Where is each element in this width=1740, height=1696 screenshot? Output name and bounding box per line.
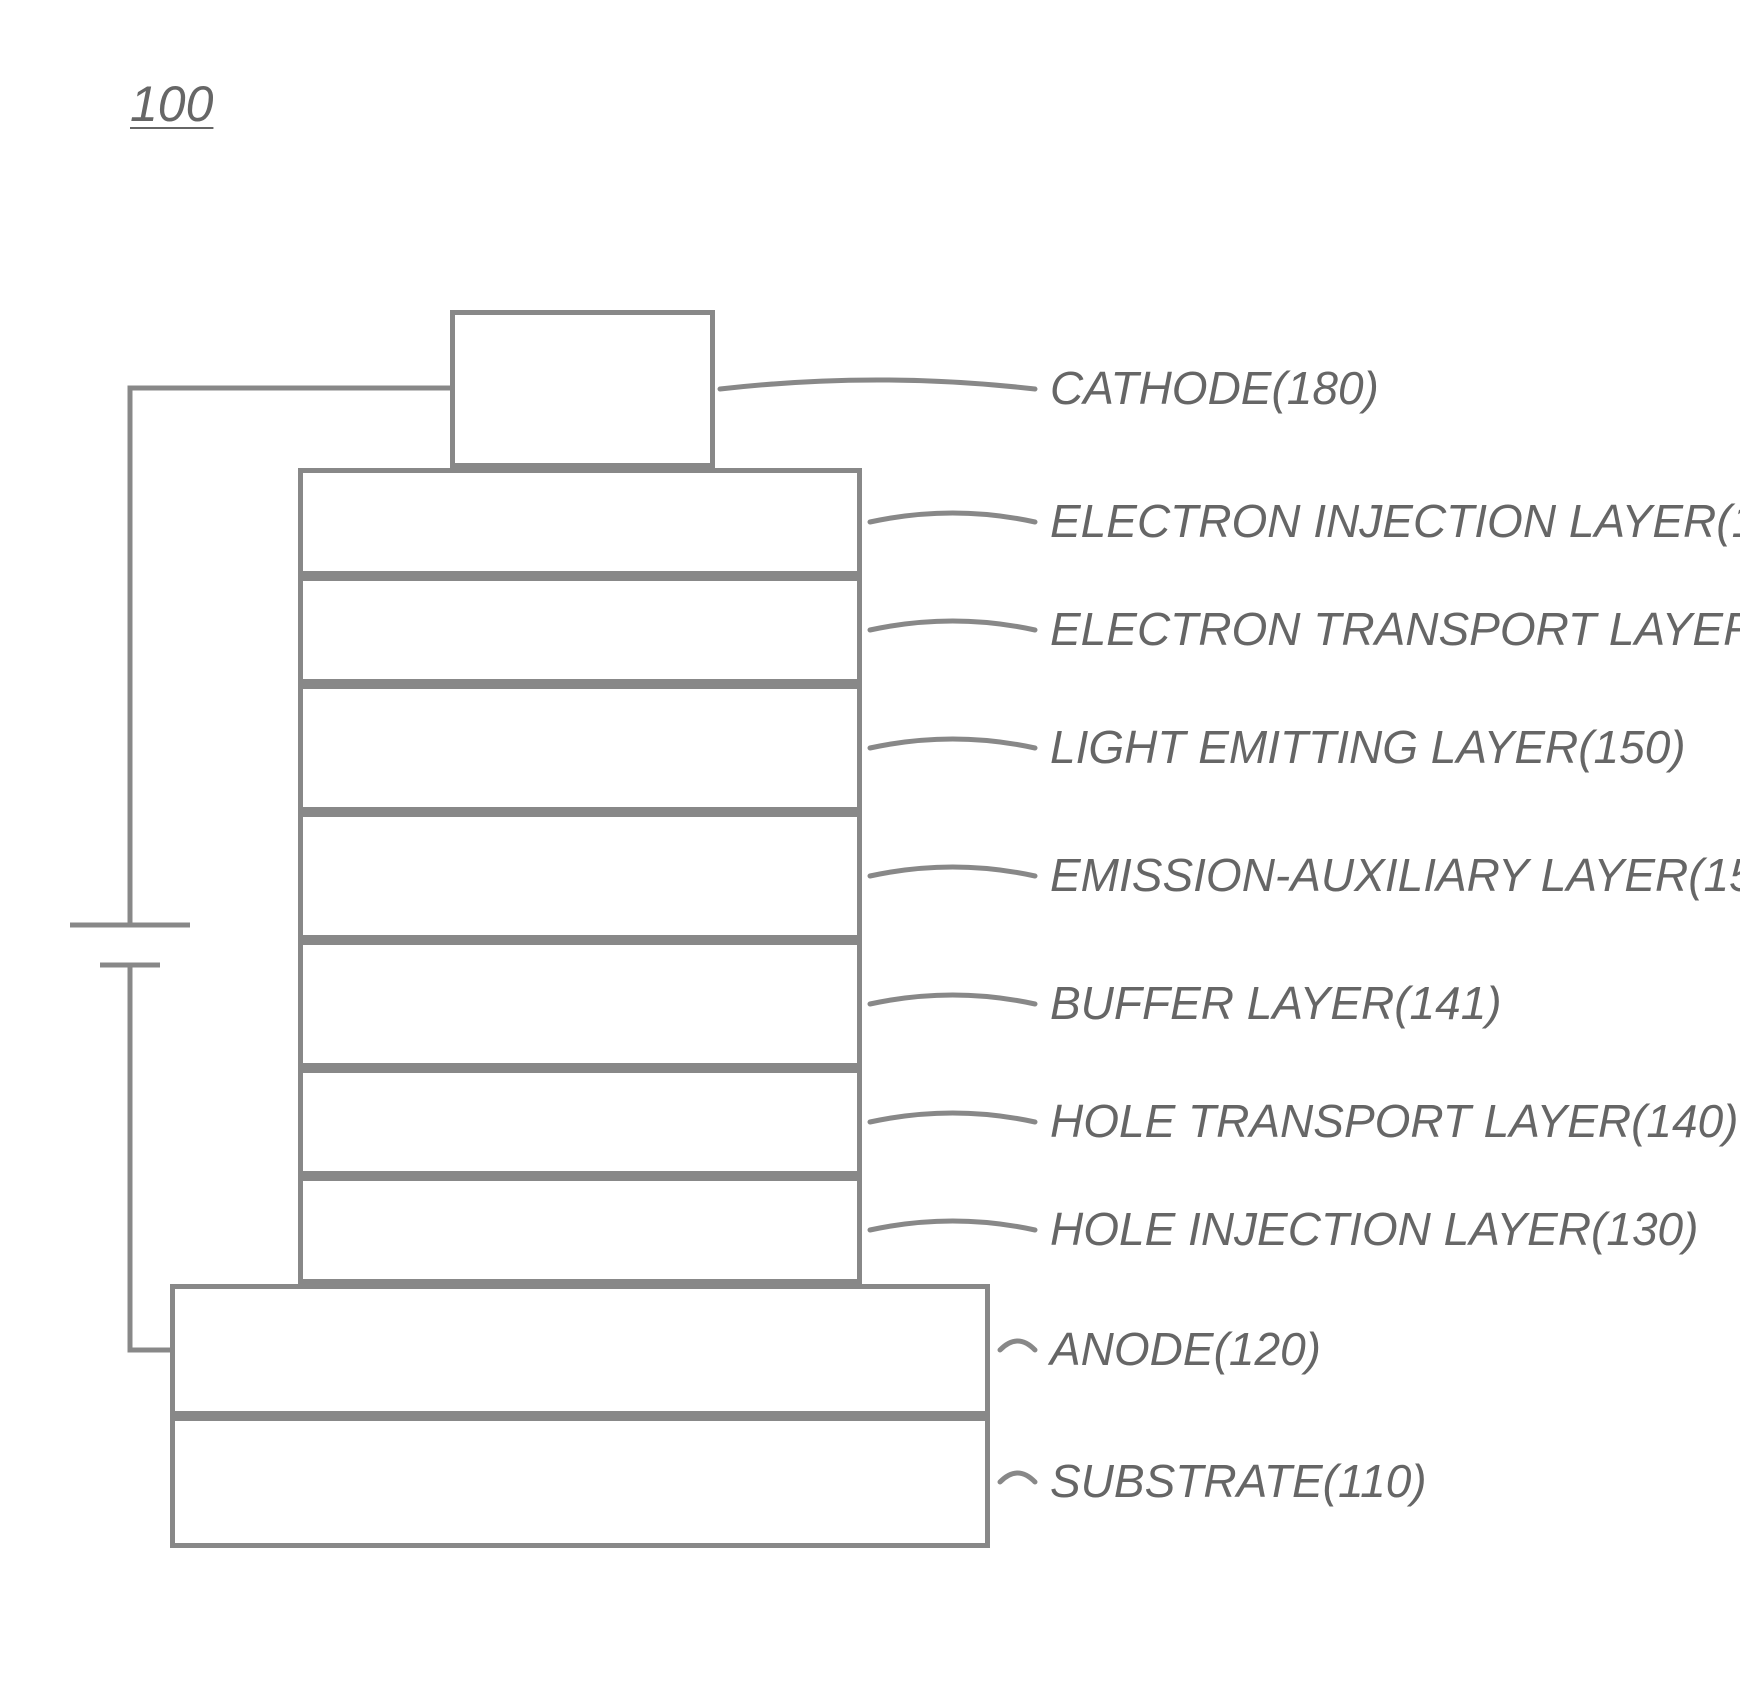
layer-cathode — [450, 310, 715, 468]
label-htl: HOLE TRANSPORT LAYER(140) — [1050, 1094, 1739, 1148]
label-eml: LIGHT EMITTING LAYER(150) — [1050, 720, 1686, 774]
diagram-canvas: 100 CATHODE(180) ELECTRON INJECTION LAYER… — [0, 0, 1740, 1696]
layer-hil — [298, 1176, 862, 1284]
layer-buf — [298, 940, 862, 1068]
label-aux: EMISSION-AUXILIARY LAYER(151) — [1050, 848, 1740, 902]
layer-substrate — [170, 1416, 990, 1548]
label-anode: ANODE(120) — [1050, 1322, 1321, 1376]
label-substrate: SUBSTRATE(110) — [1050, 1454, 1427, 1508]
label-etl: ELECTRON TRANSPORT LAYER(160) — [1050, 602, 1740, 656]
label-cathode: CATHODE(180) — [1050, 361, 1379, 415]
layer-etl — [298, 576, 862, 684]
layer-htl — [298, 1068, 862, 1176]
label-hil: HOLE INJECTION LAYER(130) — [1050, 1202, 1698, 1256]
label-buf: BUFFER LAYER(141) — [1050, 976, 1502, 1030]
layer-anode — [170, 1284, 990, 1416]
figure-number: 100 — [130, 75, 213, 133]
layer-eil — [298, 468, 862, 576]
layer-aux — [298, 812, 862, 940]
layer-eml — [298, 684, 862, 812]
label-eil: ELECTRON INJECTION LAYER(170) — [1050, 494, 1740, 548]
